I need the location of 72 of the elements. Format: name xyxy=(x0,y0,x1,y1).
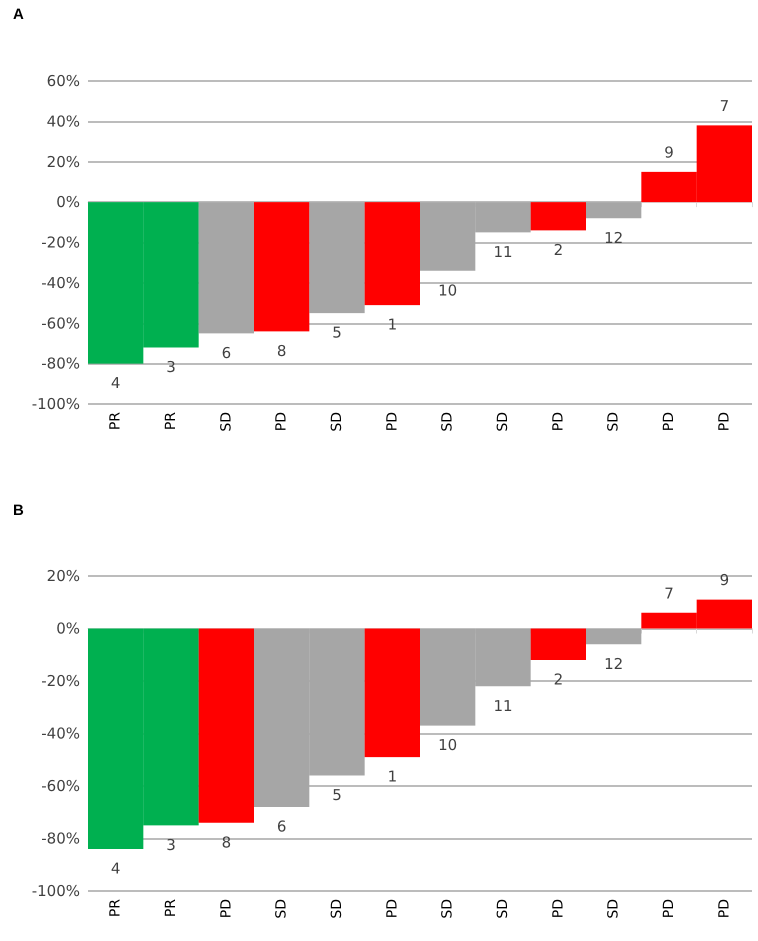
bar xyxy=(254,202,310,332)
x-tick-label: SD xyxy=(495,412,511,432)
bar xyxy=(364,628,420,758)
y-tick-label: -60% xyxy=(41,314,80,332)
annotation: 10 xyxy=(438,281,458,300)
x-tick-label: PD xyxy=(384,412,400,432)
x-tick-label: SD xyxy=(218,412,234,432)
y-tick-label: -100% xyxy=(32,882,80,900)
x-tick-label: PD xyxy=(661,412,677,432)
x-tick-label: SD xyxy=(274,899,290,919)
y-tick-label: -100% xyxy=(32,395,80,413)
annotation: 12 xyxy=(604,228,624,247)
chart-title: B xyxy=(13,502,24,519)
y-tick-label: 60% xyxy=(46,72,80,90)
annotation: 10 xyxy=(438,736,458,754)
y-tick-label: 0% xyxy=(56,193,80,212)
y-tick-label: 0% xyxy=(56,620,80,638)
x-tick-label: SD xyxy=(606,412,622,432)
annotation: 2 xyxy=(554,670,564,688)
y-tick-label: -60% xyxy=(41,777,80,795)
x-tick-label: PD xyxy=(384,899,400,918)
annotation: 2 xyxy=(554,240,564,259)
annotation: 7 xyxy=(664,584,674,602)
x-tick-label: SD xyxy=(606,899,622,919)
annotation: 5 xyxy=(332,324,342,342)
x-tick-label: SD xyxy=(440,412,456,432)
y-tick-label: 20% xyxy=(46,567,80,585)
x-tick-label: SD xyxy=(329,899,345,919)
y-tick-label: 40% xyxy=(46,112,80,130)
x-tick-label: PD xyxy=(716,412,732,432)
bar xyxy=(364,202,420,306)
annotation: 8 xyxy=(276,342,286,360)
annotation: 4 xyxy=(110,860,120,878)
y-tick-label: -80% xyxy=(41,830,80,848)
y-tick-label: -80% xyxy=(41,354,80,373)
y-tick-label: 20% xyxy=(46,152,80,171)
x-tick-label: PD xyxy=(274,412,290,432)
bar xyxy=(198,628,254,823)
annotation: 1 xyxy=(388,768,398,786)
annotation: 7 xyxy=(720,96,730,115)
annotation: 11 xyxy=(493,696,513,715)
annotation: 6 xyxy=(276,818,286,836)
annotation: 9 xyxy=(664,143,674,162)
x-tick-label: SD xyxy=(495,899,511,919)
x-tick-label: PR xyxy=(108,898,124,918)
x-tick-label: PD xyxy=(716,899,732,918)
annotation: 4 xyxy=(110,374,120,392)
y-tick-label: -20% xyxy=(41,234,80,252)
y-tick-label: -40% xyxy=(41,724,80,742)
bar xyxy=(530,202,586,230)
annotation: 3 xyxy=(166,358,176,376)
annotation: 11 xyxy=(493,242,513,261)
annotation: 3 xyxy=(166,836,176,854)
y-tick-label: -20% xyxy=(41,672,80,690)
bar xyxy=(530,628,586,660)
x-tick-label: SD xyxy=(440,899,456,919)
x-tick-label: SD xyxy=(329,412,345,432)
x-tick-label: PD xyxy=(550,412,566,432)
x-tick-label: PR xyxy=(163,412,179,430)
x-tick-label: PR xyxy=(163,898,179,918)
annotation: 12 xyxy=(604,654,624,673)
x-tick-label: PR xyxy=(108,412,124,430)
x-tick-label: PD xyxy=(218,899,234,918)
annotation: 6 xyxy=(222,344,232,362)
annotation: 5 xyxy=(332,786,342,804)
annotation: 8 xyxy=(222,833,232,852)
annotation: 1 xyxy=(388,316,398,334)
annotation: 9 xyxy=(720,571,730,590)
chart-title: A xyxy=(13,6,24,23)
x-tick-label: PD xyxy=(661,899,677,918)
x-tick-label: PD xyxy=(550,899,566,918)
y-tick-label: -40% xyxy=(41,274,80,292)
